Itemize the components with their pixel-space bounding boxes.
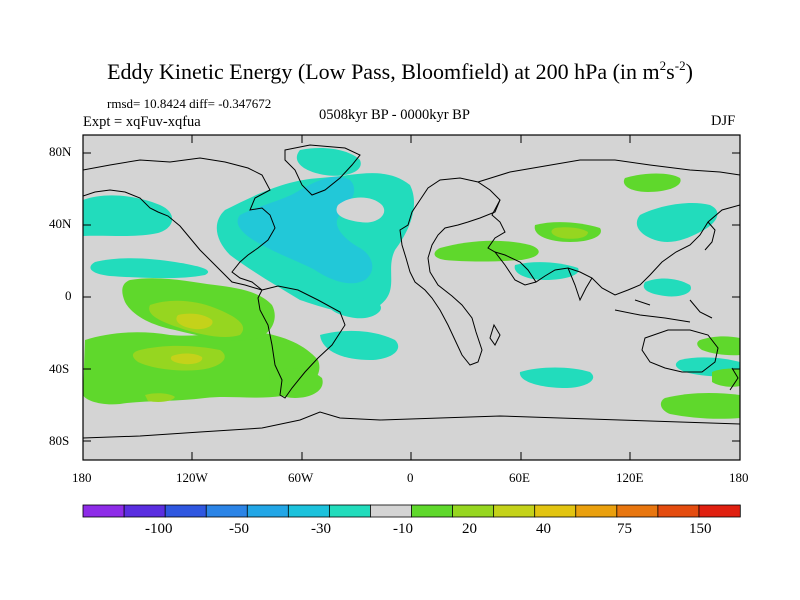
contour-yellowgreen-tibet [551,227,588,239]
chart-title: Eddy Kinetic Energy (Low Pass, Bloomfiel… [107,58,693,84]
colorbar-label: 150 [689,521,712,537]
coastline-new-zealand [729,367,739,391]
coastline-antarctica [83,411,740,439]
contour-green-australia-east [697,336,740,356]
lon-label-120e: 120E [616,470,644,485]
colorbar-swatch [370,504,413,518]
colorbar-label: -10 [393,521,413,537]
coastline-india [567,267,593,302]
coastline-indonesia [614,299,713,323]
contour-cyan-pacific-west [83,195,173,236]
lon-label-120w: 120W [176,470,208,485]
lat-label-40s: 40S [49,361,70,376]
contour-cyan-indian-ocean [519,367,594,388]
colorbar-swatch [164,504,207,518]
lat-label-80n: 80N [49,144,72,159]
colorbar-swatch [575,504,618,518]
contour-cyan-asia [636,203,718,243]
colorbar-label: -30 [311,521,331,537]
lat-label-80s: 80S [49,433,70,448]
lon-label-180w: 180 [72,470,92,485]
coastline-greenland [284,144,361,196]
colorbar-label: 75 [617,521,632,537]
contour-cyan-southwest-atlantic [320,330,399,360]
coastline-australia [641,329,719,373]
lat-label-40n: 40N [49,216,72,231]
coastline-japan [704,221,716,251]
contour-cyan-arabian [514,262,579,280]
colorbar-swatch [246,504,290,518]
coastline-south-america [257,285,346,399]
contour-gap-north-atlantic [336,197,385,223]
colorbar-swatch [616,504,659,518]
colorbar-swatch [328,504,372,518]
colorbar-label: 40 [536,521,551,537]
contour-blue-north-atlantic [237,176,373,284]
colorbar-swatch [287,504,331,518]
contour-cyan-west-pacific [643,278,691,297]
colorbar-swatch [82,504,125,518]
contour-green-siberia [623,173,681,192]
colorbar-swatch [534,504,577,518]
coastlines [83,144,740,439]
colorbar-swatch [452,504,495,518]
period-label: 0508kyr BP - 0000kyr BP [319,107,470,123]
experiment-label: Expt = xqFuv-xqfua [83,114,201,130]
coastline-north-america [83,157,276,291]
stats-label: rmsd= 10.8424 diff= -0.347672 [107,96,272,111]
contour-yellow-east-pacific [170,353,203,365]
contour-cyan-pacific-mid [90,258,209,279]
contour-cyan-greenland [296,148,361,176]
colorbar-label: 20 [462,521,477,537]
tick-marks [83,135,740,460]
colorbar-label: -100 [145,521,173,537]
contour-yellow-tropical-pacific [176,313,213,330]
lat-label-0: 0 [65,288,72,303]
colorbar-swatch [698,504,741,518]
colorbar-swatch [123,504,166,518]
colorbar-swatch [493,504,536,518]
colorbar-label: -50 [229,521,249,537]
coastline-arabia [494,251,537,286]
colorbar-swatch [657,504,700,518]
contour-green-indian-southeast [712,368,740,387]
coastline-madagascar [489,323,501,346]
contour-green-north-africa [434,240,539,262]
lon-label-0: 0 [407,470,414,485]
season-label: DJF [711,113,736,129]
colorbar-swatch [411,504,454,518]
colorbar [82,504,741,518]
coastline-asia [477,159,740,296]
coastline-europe-africa [399,177,501,366]
contour-green-southern-ocean-east [660,393,740,419]
lon-label-60w: 60W [288,470,314,485]
lon-label-180e: 180 [729,470,749,485]
contour-cyan-central-atlantic [327,296,381,319]
contour-yellowgreen-southern-ocean [145,393,175,402]
colorbar-swatch [205,504,248,518]
lon-label-60e: 60E [509,470,530,485]
